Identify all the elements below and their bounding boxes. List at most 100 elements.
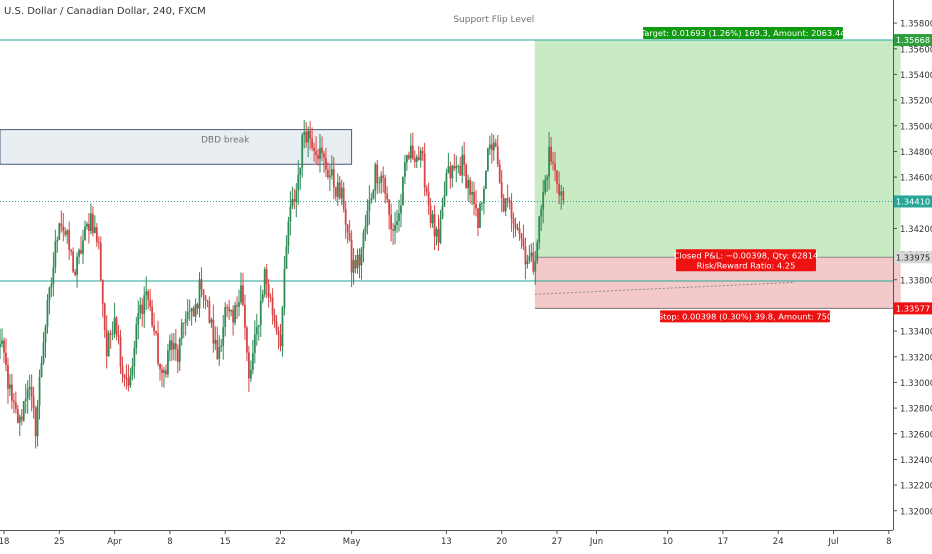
candle-body (479, 203, 481, 228)
candle-body (38, 377, 41, 406)
candle-body (287, 221, 290, 247)
candle-body (226, 307, 229, 308)
candle-body (222, 327, 225, 346)
candle-body (107, 333, 110, 357)
candle-body (121, 366, 124, 375)
candle-body (490, 144, 493, 151)
target-label-text: Target: 0.01693 (1.26%) 169.3, Amount: 2… (640, 28, 846, 38)
candle-body (354, 259, 357, 269)
candle-body (84, 226, 86, 241)
dbd-box (0, 129, 353, 165)
candle-body (372, 190, 375, 199)
candle-body (293, 199, 296, 203)
candle-body (469, 179, 471, 195)
candle-body (182, 322, 185, 324)
candle-body (291, 199, 294, 207)
candle-body (417, 156, 420, 161)
candle-body (123, 374, 126, 378)
candle-body (34, 408, 37, 437)
candle-body (26, 389, 29, 399)
candle-body (398, 213, 400, 221)
candle-body (364, 226, 367, 233)
candle-body (443, 195, 446, 206)
candle-body (340, 187, 343, 199)
candle-body (265, 269, 268, 285)
candle-body (390, 214, 392, 230)
candle-body (496, 146, 499, 165)
candle-body (400, 205, 402, 214)
candle-body (315, 150, 317, 156)
candle-body (461, 154, 464, 176)
candle-body (380, 175, 383, 183)
candle-body (11, 384, 13, 401)
candle-body (129, 375, 132, 386)
candle-body (554, 163, 556, 171)
candle-body (80, 249, 82, 254)
candle-body (388, 199, 391, 215)
target-label-box (643, 27, 843, 40)
candle-body (328, 175, 331, 178)
candle-body (516, 227, 519, 229)
candle-body (494, 142, 497, 147)
candle-body (504, 198, 507, 212)
candle-body (273, 315, 276, 322)
candle-body (425, 187, 428, 192)
candle-body (423, 153, 426, 188)
candle-body (506, 198, 509, 201)
candle-body (368, 200, 371, 212)
candle-body (485, 170, 487, 190)
candle-body (299, 167, 302, 176)
candle-body (184, 318, 187, 324)
position-labels: Target: 0.01693 (1.26%) 169.3, Amount: 2… (640, 27, 846, 323)
candle-body (105, 329, 108, 357)
candle-body (321, 147, 323, 154)
candle-body (204, 295, 207, 301)
y-tick-label: 1.34200 (900, 225, 932, 235)
candle-body (392, 229, 394, 231)
candle-body (125, 377, 128, 379)
candle-body (70, 250, 73, 252)
candle-body (429, 205, 432, 224)
candle-body (159, 363, 161, 370)
candle-body (143, 295, 146, 314)
candle-body (257, 325, 260, 327)
candle-body (36, 405, 39, 437)
candle-body (522, 238, 525, 247)
x-tick-label: Apr (107, 537, 122, 547)
candle-body (447, 166, 450, 174)
candle-body (20, 416, 23, 421)
candle-body (313, 147, 315, 151)
candle-body (115, 317, 118, 335)
price-label-box (894, 195, 932, 208)
candle-body (214, 340, 217, 344)
candle-body (68, 230, 71, 251)
trade-path-line (534, 281, 795, 295)
candle-body (542, 192, 545, 210)
candle-body (514, 223, 517, 229)
candle-body (42, 342, 45, 364)
candle-body (338, 182, 341, 199)
y-tick-label: 1.34800 (900, 148, 932, 158)
candle-body (253, 334, 256, 354)
candle-body (190, 308, 193, 312)
candle-body (139, 304, 142, 314)
closed-pnl-label-text: Closed P&L: −0.00398, Qty: 62814 (674, 250, 819, 260)
candle-body (145, 291, 148, 296)
candle-body (242, 285, 244, 305)
y-tick-label: 1.32600 (900, 430, 932, 440)
candle-body (149, 300, 152, 307)
candle-body (356, 254, 359, 269)
candle-body (0, 344, 1, 347)
candle-body (295, 190, 298, 203)
x-tick-label: 17 (717, 537, 728, 547)
candle-body (18, 416, 21, 423)
candle-body (202, 289, 205, 296)
candle-body (435, 229, 438, 237)
candle-body (378, 182, 381, 184)
candle-body (532, 252, 535, 272)
y-tick-label: 1.35200 (900, 97, 932, 107)
candle-body (433, 214, 436, 237)
candle-body (109, 333, 112, 335)
